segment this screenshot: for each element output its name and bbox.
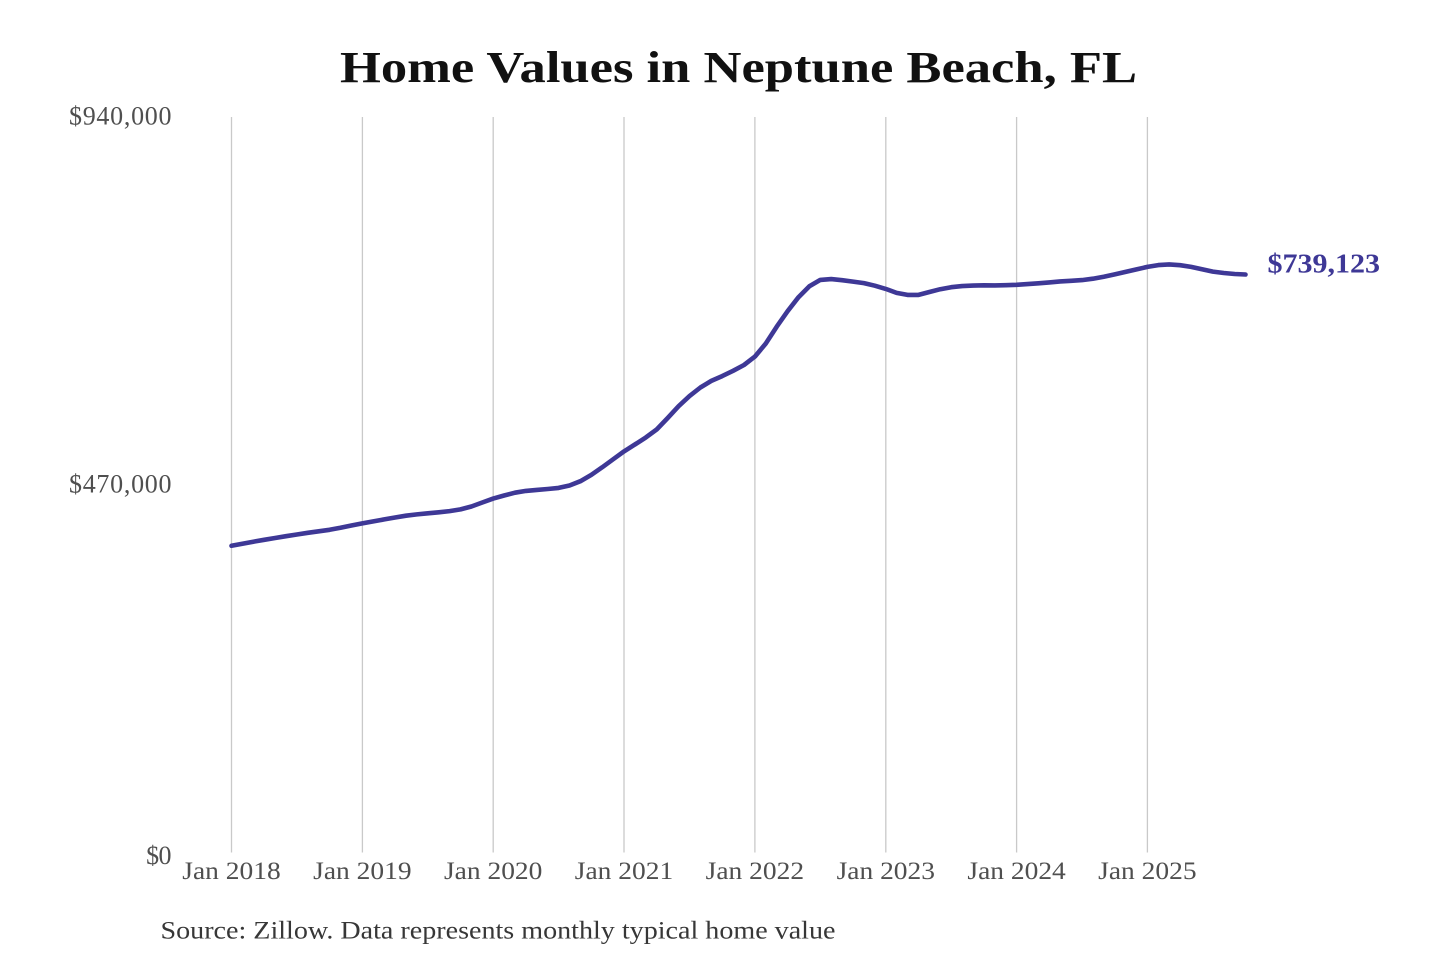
svg-text:$940,000: $940,000 [69,102,172,131]
svg-text:Jan 2018: Jan 2018 [182,856,280,885]
svg-text:Jan 2023: Jan 2023 [837,856,935,885]
svg-text:$739,123: $739,123 [1268,248,1381,278]
svg-text:Source: Zillow. Data represent: Source: Zillow. Data represents monthly … [161,918,836,945]
svg-text:$470,000: $470,000 [69,470,172,499]
svg-text:Jan 2019: Jan 2019 [313,856,411,885]
svg-text:$0: $0 [146,841,171,870]
svg-text:Jan 2024: Jan 2024 [967,856,1066,885]
svg-text:Jan 2022: Jan 2022 [706,856,804,885]
svg-text:Jan 2020: Jan 2020 [444,856,542,885]
svg-text:Home Values in Neptune Beach,: Home Values in Neptune Beach, FL [340,43,1137,92]
svg-text:Jan 2025: Jan 2025 [1098,856,1196,885]
svg-text:Jan 2021: Jan 2021 [575,856,673,885]
